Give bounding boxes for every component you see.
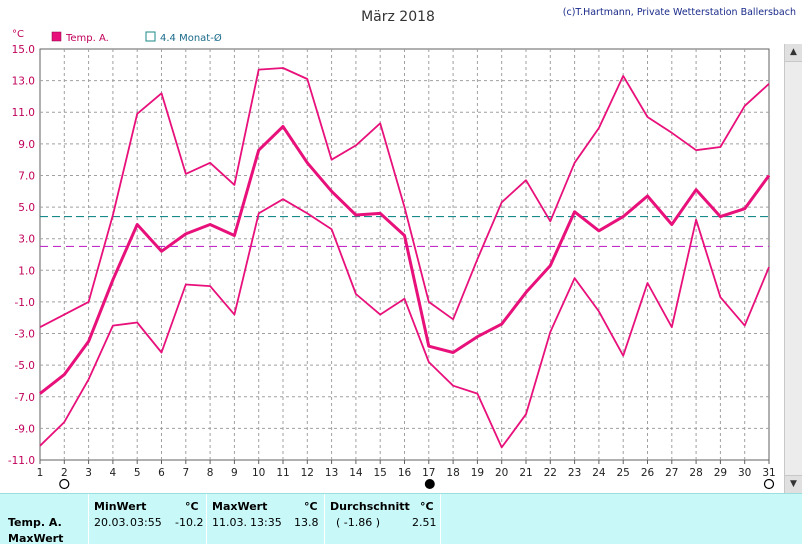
legend-temp-swatch [51,31,62,42]
y-tick-label: 3.0 [18,234,35,246]
scroll-down-button[interactable]: ▼ [785,475,802,493]
stats-min-time: 03:55 [130,516,162,529]
x-tick-label: 24 [592,467,606,479]
legend-temp-label: Temp. A. [65,33,109,44]
x-tick-label: 22 [544,467,557,479]
y-tick-label: -9.0 [15,423,36,435]
stats-min-unit: °C [185,500,199,513]
grid [39,48,770,461]
stats-max-header: MaxWert [212,500,268,513]
stats-separator [206,494,207,544]
x-tick-label: 3 [85,467,92,479]
y-tick-label: -1.0 [15,297,36,309]
y-tick-label: -5.0 [15,360,36,372]
x-tick-label: 18 [446,467,459,479]
x-tick-label: 16 [398,467,412,479]
series-lines [39,67,771,449]
x-tick-label: 1 [37,467,44,479]
x-tick-label: 28 [689,467,702,479]
x-tick-label: 4 [110,467,117,479]
x-tick-label: 10 [252,467,265,479]
x-tick-label: 17 [422,467,435,479]
full-moon-icon [763,478,775,490]
y-tick-label: -3.0 [15,329,36,341]
x-tick-label: 19 [471,467,484,479]
full-moon-icon [59,478,70,490]
stats-panel: Temp. A. MaxWert MinWert °C 20.03. 03:55… [0,493,802,545]
new-moon-icon [424,479,435,489]
chart: März 2018 (c)T.Hartmann, Private Wetters… [7,7,796,490]
copyright-text: (c)T.Hartmann, Private Wetterstation Bal… [563,7,796,18]
stats-min-header: MinWert [94,500,147,513]
stats-max-unit: °C [304,500,318,513]
x-tick-label: 29 [714,467,727,479]
x-tick-label: 27 [665,467,678,479]
series-line-min [39,198,770,449]
stats-separator [324,494,325,544]
x-tick-label: 7 [182,467,189,479]
y-axis-ticks: 15.0 13.0 11.0 9.0 7.0 5.0 3.0 1.0 -1.0 -3.0 -5.0 -… [8,44,35,467]
moon-markers [59,478,775,490]
stats-avg-header: Durchschnitt [330,500,410,513]
x-axis-ticks: 1 2 3 4 5 6 7 8 9 10 11 12 13 14 15 16 17 18 19 20 21 22 23 24 2… [37,460,776,479]
x-tick-label: 21 [519,467,532,479]
x-tick-label: 6 [158,467,165,479]
x-tick-label: 14 [349,467,363,479]
x-tick-label: 20 [495,467,508,479]
stats-max-value: 13.8 [294,516,319,529]
stats-avg-extra: ( -1.86 ) [336,516,381,529]
stats-min-date: 20.03. [94,516,129,529]
y-tick-label: 7.0 [18,170,35,182]
y-tick-label: 5.0 [18,202,35,214]
stats-row-label-temp: Temp. A. [8,516,62,529]
stats-separator [88,494,89,544]
legend-avg-label: 4.4 Monat-Ø [160,32,222,44]
y-tick-label: -7.0 [15,392,36,404]
x-tick-label: 30 [738,467,751,479]
x-tick-label: 2 [61,467,68,479]
y-unit-label: °C [12,29,24,40]
x-tick-label: 5 [134,467,141,479]
series-line-max [39,67,770,328]
stats-max-date: 11.03. [212,516,247,529]
chart-title: März 2018 [361,9,435,25]
x-tick-label: 11 [276,467,289,479]
x-tick-label: 15 [374,467,387,479]
x-tick-label: 9 [231,467,238,479]
x-tick-label: 23 [568,467,581,479]
reference-lines [40,215,769,248]
x-tick-label: 12 [301,467,314,479]
scroll-up-button[interactable]: ▲ [785,44,802,62]
series-line-mean [39,125,771,395]
x-tick-label: 31 [762,467,775,479]
y-tick-label: 1.0 [18,265,35,277]
stats-avg-unit: °C [420,500,434,513]
y-tick-label: -11.0 [8,455,35,467]
x-tick-label: 25 [617,467,630,479]
x-tick-label: 26 [641,467,655,479]
x-tick-label: 8 [207,467,214,479]
y-tick-label: 13.0 [12,76,35,88]
y-tick-label: 11.0 [12,107,35,119]
vertical-scrollbar[interactable]: ▲ ▼ [784,44,802,493]
stats-max-time: 13:35 [250,516,282,529]
y-tick-label: 9.0 [18,139,35,151]
x-tick-label: 13 [325,467,338,479]
y-tick-label: 15.0 [12,44,35,56]
stats-avg-value: 2.51 [412,516,437,529]
stats-row-label-max: MaxWert [8,532,64,545]
stats-separator [440,494,441,544]
legend-avg-swatch [145,31,156,42]
stats-min-value: -10.2 [175,516,204,529]
